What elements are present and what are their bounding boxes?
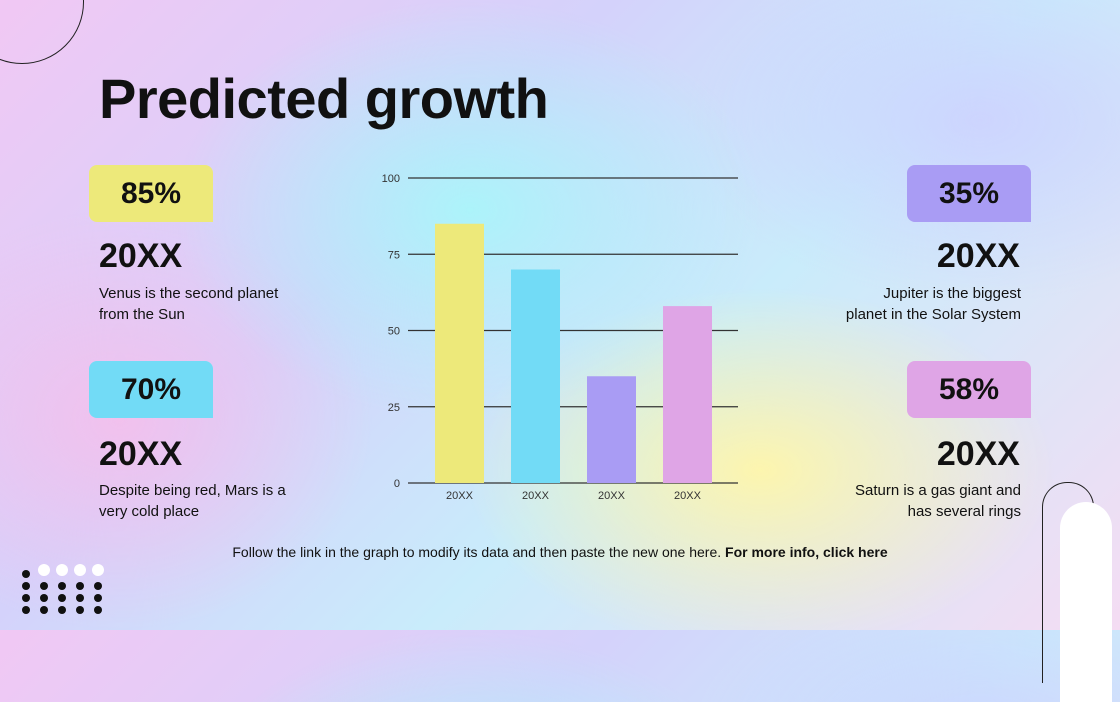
dot [58,606,66,614]
dot [56,564,68,576]
dot [22,570,30,578]
dot [38,564,50,576]
bar-chart[interactable]: 0 25 50 75 100 20XX 20XX 20XX 20XX [360,160,750,510]
y-tick-label: 0 [394,478,400,490]
x-tick-label: 20XX [522,490,550,502]
year-label: 20XX [99,435,183,473]
y-tick-label: 100 [382,173,400,185]
footer-note: Follow the link in the graph to modify i… [0,544,1120,560]
bar [587,376,636,483]
percent-badge: 70% [89,361,213,418]
year-label: 20XX [936,435,1020,473]
card-description: Venus is the second planet from the Sun [99,283,329,325]
decorative-arch [1060,502,1112,702]
y-tick-label: 75 [388,249,400,261]
dot [92,564,104,576]
y-tick-label: 50 [388,326,400,338]
card-description: Saturn is a gas giant and has several ri… [791,480,1021,522]
y-tick-label: 25 [388,402,400,414]
x-tick-label: 20XX [446,490,474,502]
percent-badge: 35% [907,165,1031,222]
description-line: has several rings [907,503,1021,520]
bar [435,223,484,483]
description-line: Saturn is a gas giant and [855,482,1021,499]
dot [40,606,48,614]
dot [58,582,66,590]
dot [76,594,84,602]
description-line: Jupiter is the biggest [883,285,1021,302]
footer-text: Follow the link in the graph to modify i… [232,544,722,560]
dot [94,606,102,614]
page-title: Predicted growth [99,67,549,130]
dot [22,594,30,602]
dot [22,582,30,590]
description-line: very cold place [99,503,200,520]
dot [40,582,48,590]
decorative-circle [0,0,84,64]
description-line: Despite being red, Mars is a [99,482,286,499]
x-tick-label: 20XX [598,490,626,502]
dot [58,594,66,602]
year-label: 20XX [99,237,183,275]
dot [74,564,86,576]
x-tick-label: 20XX [674,490,702,502]
description-line: Venus is the second planet [99,285,279,302]
dot [94,582,102,590]
dot [94,594,102,602]
dot [22,606,30,614]
dot [76,606,84,614]
dot [76,582,84,590]
more-info-link[interactable]: For more info, click here [725,544,888,560]
card-description: Despite being red, Mars is a very cold p… [99,480,329,522]
percent-badge: 85% [89,165,213,222]
dot [40,594,48,602]
card-description: Jupiter is the biggest planet in the Sol… [791,283,1021,325]
year-label: 20XX [936,237,1020,275]
percent-badge: 58% [907,361,1031,418]
decorative-dots [14,564,114,616]
bar [663,306,712,483]
description-line: from the Sun [99,306,185,323]
bar [511,269,560,483]
description-line: planet in the Solar System [845,306,1021,323]
